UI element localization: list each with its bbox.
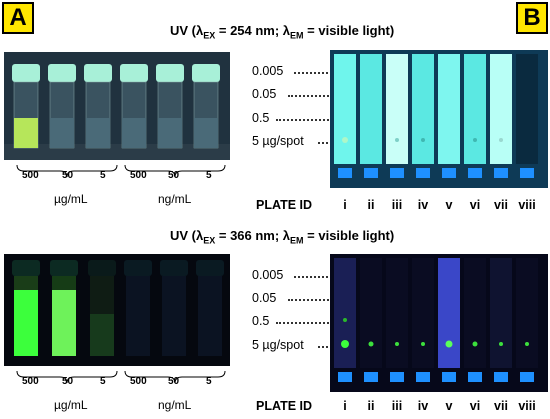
plate-id: viii [518,198,536,212]
vial-value: 50 [62,376,74,387]
vial-value: 5 [100,376,106,387]
plate-id: vii [494,399,508,413]
brace-ng-254 [124,164,226,178]
leader-dots [276,322,336,324]
leader-dots [318,346,336,348]
plate-id: ii [367,198,375,212]
leader-dots [288,95,336,97]
plate-id: v [445,399,453,413]
vial-value: 5 [206,170,212,181]
uv366-title: UV (λEX = 366 nm; λEM = visible light) [170,228,395,246]
conc-label-366: 0.05 [252,291,277,305]
conc-label-254: 0.5 [252,111,270,125]
plate-id: ii [367,399,375,413]
conc-label-366: 5 µg/spot [252,338,304,352]
unit-ng: ng/mL [158,192,192,206]
leader-dots [294,72,336,74]
plate-id: iii [391,399,403,413]
leader-dots [276,119,336,121]
vial-value: 500 [130,376,147,387]
vial-value: 5 [206,376,212,387]
unit-ng: ng/mL [158,398,192,412]
brace-ug-254 [16,164,118,178]
uv254-title: UV (λEX = 254 nm; λEM = visible light) [170,23,395,41]
plate-id: v [445,198,453,212]
plate-id: iv [417,399,429,413]
plate-id-label-366: PLATE ID [256,399,313,413]
conc-label-366: 0.5 [252,314,270,328]
panel-a-badge: A [2,2,34,34]
plate-id: i [343,399,347,413]
brace-ug-366 [16,370,118,384]
vial-value: 50 [62,170,74,181]
plate-id: vi [469,198,481,212]
panel-b-badge: B [516,2,548,34]
plate-id: iv [417,198,429,212]
conc-label-366: 0.005 [252,268,284,282]
plate-id: vii [494,198,508,212]
vial-value: 5 [100,170,106,181]
tlc-photo-366 [330,254,548,392]
vials-photo-254 [4,52,230,160]
vial-value: 50 [168,376,180,387]
conc-label-254: 0.05 [252,87,277,101]
plate-id: vi [469,399,481,413]
vials-photo-366 [4,254,230,366]
brace-ng-366 [124,370,226,384]
vial-value: 500 [22,170,39,181]
vial-value: 500 [22,376,39,387]
plate-id: iii [391,198,403,212]
plate-id-label-254: PLATE ID [256,198,313,212]
unit-ug: µg/mL [54,192,88,206]
vial-value: 50 [168,170,180,181]
unit-ug: µg/mL [54,398,88,412]
conc-label-254: 0.005 [252,64,284,78]
leader-dots [318,142,336,144]
vial-value: 500 [130,170,147,181]
leader-dots [294,276,336,278]
conc-label-254: 5 µg/spot [252,134,304,148]
tlc-photo-254 [330,50,548,188]
plate-id: i [343,198,347,212]
vial-row-254 [12,64,220,149]
plate-id: viii [518,399,536,413]
leader-dots [288,299,336,301]
